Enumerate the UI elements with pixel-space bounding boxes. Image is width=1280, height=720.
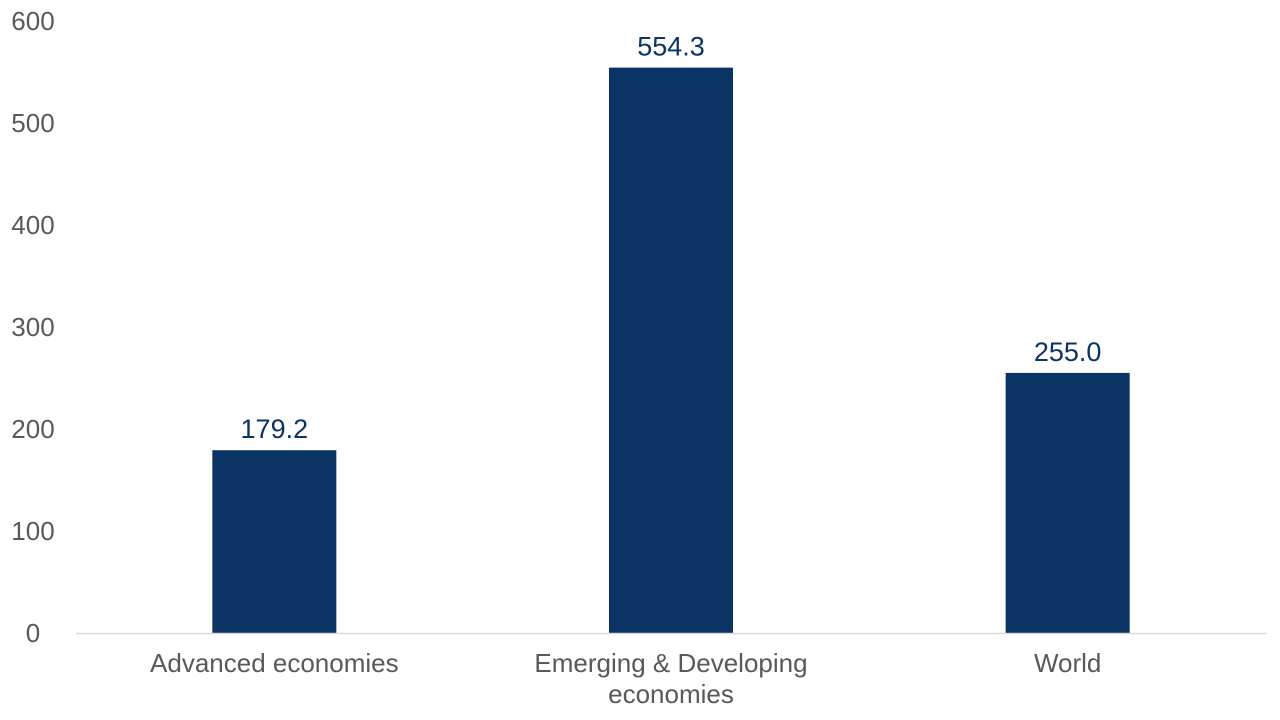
x-category-label-line: economies (608, 679, 734, 709)
y-tick-label: 500 (11, 108, 54, 138)
y-tick-label: 0 (26, 618, 40, 648)
x-category-label: Advanced economies (150, 648, 399, 678)
bars (212, 67, 1130, 633)
y-tick-label: 200 (11, 414, 54, 444)
bar (1005, 372, 1130, 633)
x-category-label-line: Advanced economies (150, 648, 399, 678)
y-tick-label: 100 (11, 516, 54, 546)
y-tick-label: 600 (11, 6, 54, 36)
x-category-label-line: World (1034, 648, 1101, 678)
y-tick-label: 300 (11, 312, 54, 342)
bar (609, 67, 733, 633)
x-category-label: Emerging & Developing economies (534, 648, 807, 709)
x-axis: Advanced economies Emerging & Developing e… (150, 648, 1101, 709)
data-label: 554.3 (637, 32, 705, 62)
y-tick-label: 400 (11, 210, 54, 240)
x-category-label: World (1034, 648, 1101, 678)
data-label: 255.0 (1034, 337, 1102, 367)
bar (212, 450, 337, 633)
data-labels: 179.2 554.3 255.0 (241, 32, 1102, 445)
x-category-label-line: Emerging & Developing (534, 648, 807, 678)
y-axis: 0 100 200 300 400 500 600 (11, 6, 54, 648)
data-label: 179.2 (241, 414, 309, 444)
